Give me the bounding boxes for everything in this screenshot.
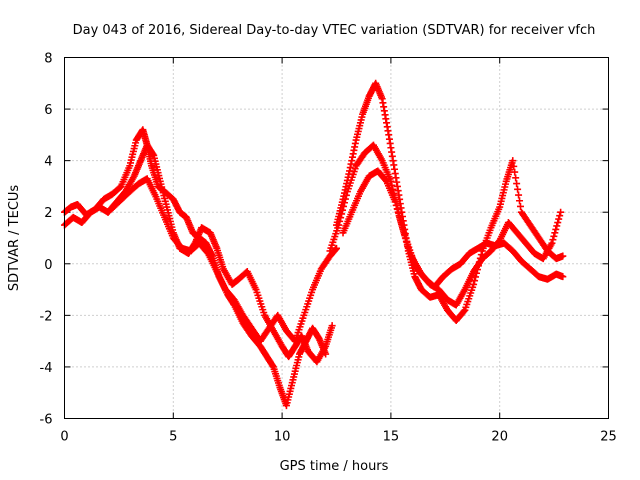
- grid: [64, 57, 609, 419]
- data-point: [557, 208, 565, 216]
- data-point: [338, 210, 346, 218]
- x-tick-label: 10: [274, 430, 291, 445]
- y-tick-label: -4: [40, 361, 53, 376]
- data-point: [548, 239, 556, 247]
- data-point: [460, 307, 468, 315]
- x-tick-label: 15: [383, 430, 400, 445]
- plot-frame: [64, 57, 609, 419]
- y-tick-label: 2: [44, 206, 52, 221]
- y-tick-label: 0: [44, 258, 52, 273]
- data-point: [511, 168, 519, 176]
- data-point: [396, 215, 404, 223]
- data-point: [394, 208, 402, 216]
- series-1: [61, 141, 336, 366]
- series-2: [104, 175, 340, 345]
- data-point: [337, 214, 345, 222]
- series-5: [339, 167, 565, 309]
- data-point: [392, 201, 400, 209]
- data-point: [515, 191, 523, 199]
- data-point: [551, 229, 559, 237]
- data-point: [328, 322, 336, 330]
- y-tick-label: -2: [40, 309, 53, 324]
- x-tick-label: 0: [60, 430, 68, 445]
- series-3: [333, 79, 567, 325]
- data-point: [552, 225, 560, 233]
- data-point: [397, 219, 405, 227]
- data-point: [559, 252, 567, 260]
- data-point: [556, 212, 564, 220]
- x-tick-label: 25: [600, 430, 617, 445]
- data-point: [339, 206, 347, 214]
- x-tick-label: 5: [169, 430, 177, 445]
- data-point: [470, 280, 478, 288]
- data-point: [554, 219, 562, 227]
- data-point: [516, 202, 524, 210]
- data-point: [340, 202, 348, 210]
- data-point: [335, 221, 343, 229]
- data-point: [395, 212, 403, 220]
- data-point: [559, 273, 567, 281]
- data-points: [61, 79, 567, 410]
- chart-title: Day 043 of 2016, Sidereal Day-to-day VTE…: [73, 23, 596, 38]
- data-point: [553, 222, 561, 230]
- data-point: [510, 162, 518, 170]
- y-axis-label: SDTVAR / TECUs: [7, 185, 22, 292]
- y-tick-label: -6: [40, 413, 53, 428]
- data-point: [550, 232, 558, 240]
- series-4: [326, 141, 567, 291]
- y-tick-label: 8: [44, 52, 52, 67]
- data-point: [514, 185, 522, 193]
- data-point: [513, 180, 521, 188]
- y-tick-label: 4: [44, 155, 52, 170]
- data-point: [509, 157, 517, 165]
- data-point: [399, 225, 407, 233]
- data-point: [549, 236, 557, 244]
- data-point: [516, 197, 524, 205]
- data-point: [340, 199, 348, 207]
- data-point: [341, 195, 349, 203]
- data-point: [393, 205, 401, 213]
- data-point: [398, 222, 406, 230]
- data-point: [391, 198, 399, 206]
- x-tick-label: 20: [491, 430, 508, 445]
- data-point: [555, 215, 563, 223]
- data-point: [471, 277, 479, 285]
- data-point: [336, 217, 344, 225]
- data-point: [342, 191, 350, 199]
- y-tick-label: 6: [44, 103, 52, 118]
- data-point: [512, 174, 520, 182]
- x-axis-label: GPS time / hours: [280, 459, 389, 474]
